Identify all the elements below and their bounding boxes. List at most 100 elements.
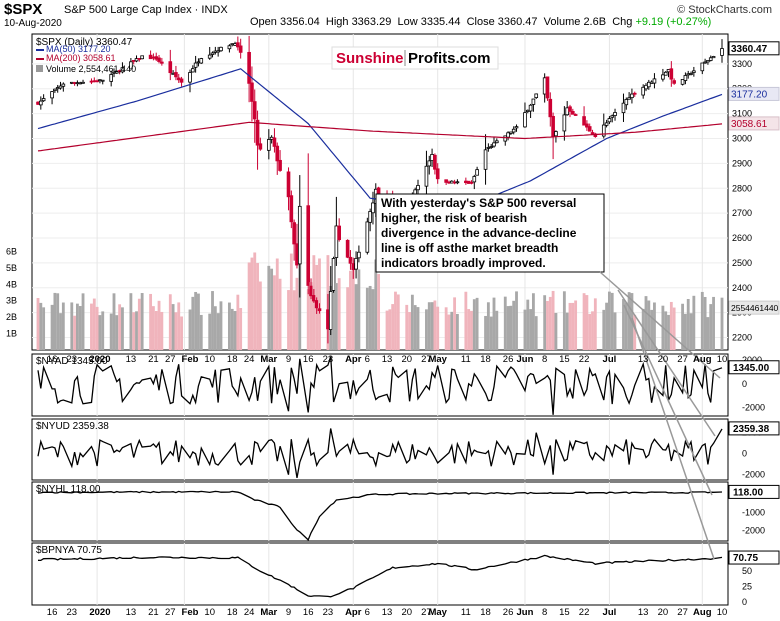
candle-body — [36, 101, 40, 105]
volume-bar — [188, 309, 192, 350]
x-tick-label-bottom: 18 — [227, 607, 238, 618]
volume-bar — [365, 287, 369, 350]
x-tick-label-top: 13 — [126, 354, 137, 365]
volume-bar — [467, 309, 471, 350]
volume-bar — [292, 290, 296, 350]
volume-bar — [641, 308, 645, 350]
x-tick-label-bottom: 13 — [126, 607, 137, 618]
volume-bar — [686, 299, 690, 350]
price-tick-label: 3300 — [732, 59, 752, 69]
candle-body — [376, 187, 381, 194]
volume-bar — [219, 301, 223, 350]
x-tick-label-top: 13 — [638, 354, 649, 365]
x-tick-label-bottom: 23 — [323, 607, 334, 618]
x-tick-label-top: 16 — [303, 354, 314, 365]
candle-body — [689, 73, 693, 75]
candle-body — [492, 142, 496, 147]
candle-body — [100, 79, 105, 82]
volume-bar — [112, 293, 116, 350]
last-value-box — [728, 300, 780, 315]
candle-body — [38, 100, 43, 106]
x-tick-label-top: 2020 — [89, 354, 110, 365]
volume-bar — [394, 291, 397, 350]
ticker-symbol: $SPX — [4, 1, 43, 18]
panel-frame-1 — [31, 353, 729, 417]
volume-bar — [357, 269, 361, 350]
volume-bar — [135, 311, 138, 350]
volume-bar — [413, 305, 417, 350]
volume-bar — [75, 303, 79, 350]
volume-bar — [548, 296, 552, 350]
chart-header: $SPX S&P 500 Large Cap Index · INDX 10-A… — [0, 0, 780, 32]
volume-bar — [574, 300, 578, 350]
x-tick-label-top: Apr — [345, 354, 362, 365]
x-tick-label-top: 9 — [286, 354, 291, 365]
volume-bar — [253, 252, 257, 350]
x-tick-label-top: 23 — [323, 354, 334, 365]
volume-bar — [39, 302, 43, 350]
indicator-tick-label: 25 — [742, 581, 752, 591]
high-label: High — [325, 16, 349, 28]
indicator-tick-label: -2000 — [742, 403, 765, 413]
close-value: 3360.47 — [497, 16, 538, 28]
candle-body — [430, 154, 434, 161]
candle-body — [486, 147, 491, 149]
candle-body — [176, 77, 181, 81]
volume-bar — [247, 262, 251, 350]
candle-body — [469, 181, 474, 184]
candle-body — [424, 165, 429, 187]
x-tick-label-bottom: 27 — [677, 607, 688, 618]
annotation-arrow — [631, 317, 715, 560]
candle-body — [216, 50, 220, 53]
volume-bar — [149, 293, 153, 350]
candle-body — [503, 135, 508, 142]
x-tick-label-top: May — [428, 354, 447, 365]
volume-bar — [565, 312, 569, 350]
x-tick-label-top: 22 — [579, 354, 590, 365]
volume-bar — [154, 310, 158, 350]
candle-body — [472, 176, 477, 183]
volume-bar — [53, 292, 57, 350]
volume-bar — [137, 298, 141, 350]
candle-body — [207, 54, 212, 59]
candle-body — [354, 257, 358, 270]
candle-body — [334, 225, 339, 258]
candle-body — [306, 205, 311, 286]
x-tick-label-bottom: 23 — [66, 607, 77, 618]
x-tick-label-bottom: 9 — [286, 607, 291, 618]
volume-legend-swatch — [36, 65, 43, 72]
ma50-legend-swatch — [36, 49, 44, 51]
candle-body — [511, 128, 516, 133]
volume-bar — [585, 295, 589, 350]
volume-bar — [295, 277, 299, 350]
volume-tick-label: 5B — [6, 263, 17, 273]
candle-body — [435, 168, 440, 180]
candle-body — [607, 118, 612, 123]
ma200-legend-label: MA(200) 3058.61 — [46, 53, 116, 63]
price-legend-title: $SPX (Daily) 3360.47 — [36, 37, 133, 48]
volume-bar — [168, 294, 172, 350]
x-tick-label-bottom: 6 — [365, 607, 370, 618]
candle-body — [523, 112, 527, 128]
candle-body — [345, 239, 350, 258]
indicator-tick-label: -2000 — [742, 470, 765, 480]
volume-bar — [216, 313, 220, 350]
annotation-line: higher, the risk of bearish — [381, 211, 527, 225]
candle-body — [416, 185, 420, 191]
candle-body — [483, 149, 488, 170]
volume-bar — [101, 311, 105, 350]
candle-body — [219, 46, 223, 52]
candle-body — [452, 181, 457, 184]
x-tick-label-top: 24 — [244, 354, 255, 365]
open-label: Open — [250, 16, 277, 28]
indicator-tick-label: 2000 — [742, 355, 762, 365]
candle-body — [255, 119, 260, 146]
candle-body — [55, 87, 60, 90]
volume-bar — [73, 315, 77, 350]
volume-bar — [531, 293, 535, 350]
candle-body — [646, 81, 651, 88]
volume-bar — [593, 298, 597, 350]
volume-bar — [433, 300, 437, 350]
volume-bar — [430, 302, 434, 350]
x-tick-label-bottom: Apr — [345, 607, 362, 618]
